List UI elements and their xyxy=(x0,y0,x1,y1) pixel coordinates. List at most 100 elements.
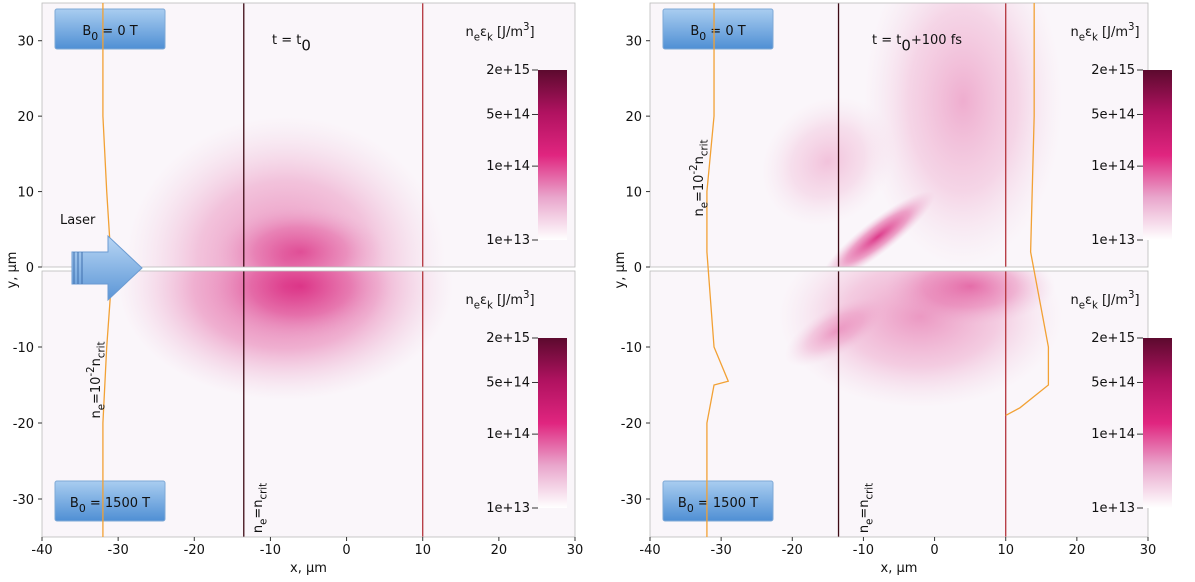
text-part: 0 xyxy=(91,30,98,43)
text-part: = 1500 T xyxy=(86,496,150,511)
text-part: k xyxy=(487,33,493,44)
text-part: t = t xyxy=(872,33,901,48)
colorbar-tick-label: 2e+15 xyxy=(1091,63,1135,78)
text-part: n xyxy=(692,208,707,216)
x-axis-label: x, µm xyxy=(881,561,918,576)
x-tick-label: -30 xyxy=(108,543,129,558)
text-part: ] xyxy=(529,25,534,40)
text-part: e xyxy=(474,33,480,44)
text-part: e xyxy=(1079,301,1085,312)
plot-frame xyxy=(41,270,576,538)
field-box xyxy=(662,480,774,522)
field-box xyxy=(54,8,166,50)
field-blob xyxy=(209,271,393,340)
y-tick-label: -30 xyxy=(621,493,642,508)
text-part: crit xyxy=(97,341,108,358)
plot-frame xyxy=(41,2,576,268)
colorbar xyxy=(538,70,567,240)
text-part: 3 xyxy=(1128,290,1134,301)
x-tick-label: 20 xyxy=(1069,543,1086,558)
colorbar-tick-label: 5e+14 xyxy=(1091,107,1135,122)
x-tick-label: -20 xyxy=(782,543,803,558)
text-part: e xyxy=(474,301,480,312)
text-part: e xyxy=(259,519,270,525)
colorbar-label: neεk [J/m3] xyxy=(1070,22,1139,44)
field-map xyxy=(778,271,1063,537)
text-part: [J/m xyxy=(493,293,523,308)
text-part: k xyxy=(1092,33,1098,44)
time-label: t = t0 xyxy=(272,33,311,55)
text-part: ] xyxy=(1134,25,1139,40)
y-axis-label: y, µm xyxy=(5,252,20,289)
colorbar-tick-label: 5e+14 xyxy=(486,375,530,390)
text-part: =10 xyxy=(692,175,707,202)
field-map xyxy=(125,3,446,267)
text-part: B xyxy=(70,496,79,511)
x-tick-label: 20 xyxy=(491,543,508,558)
text-part: t = t xyxy=(272,33,301,48)
text-part: 0 xyxy=(301,37,311,55)
x-tick-label: 0 xyxy=(930,543,938,558)
x-tick-label: -10 xyxy=(853,543,874,558)
y-tick-label: -30 xyxy=(13,493,34,508)
x-axis-label: x, µm xyxy=(290,561,327,576)
text-part: = 1500 T xyxy=(694,496,758,511)
text-part: ε xyxy=(480,25,487,40)
field-blob xyxy=(884,271,1056,325)
y-tick-label: -20 xyxy=(13,417,34,432)
text-part: ε xyxy=(480,293,487,308)
text-part: n xyxy=(692,156,707,164)
laser-label: Laser xyxy=(60,213,96,228)
text-part: B xyxy=(690,24,699,39)
colorbar-tick-label: 2e+15 xyxy=(486,63,530,78)
x-tick-label: -40 xyxy=(31,543,52,558)
text-part: =10 xyxy=(89,377,104,404)
contour-annotation: ne=10-2ncrit xyxy=(86,341,108,418)
y-tick-label: 0 xyxy=(26,261,34,276)
y-tick-label: -20 xyxy=(621,417,642,432)
field-blob xyxy=(863,3,1063,267)
text-part: -2 xyxy=(689,164,700,174)
y-tick-label: -10 xyxy=(13,341,34,356)
colorbar-tick-label: 1e+14 xyxy=(486,427,530,442)
y-tick-label: 10 xyxy=(625,186,642,201)
y-tick-label: -10 xyxy=(621,341,642,356)
colorbar-label: neεk [J/m3] xyxy=(465,22,534,44)
colorbar xyxy=(538,338,567,508)
colorbar-tick-label: 1e+14 xyxy=(1091,427,1135,442)
x-tick-label: 30 xyxy=(567,543,584,558)
field-map xyxy=(118,271,454,537)
colorbar-tick-label: 1e+13 xyxy=(1091,501,1135,516)
text-part: [J/m xyxy=(1098,293,1128,308)
y-tick-label: 30 xyxy=(17,35,34,50)
time-label: t = t0+100 fs xyxy=(872,33,962,55)
field-box xyxy=(662,8,774,50)
text-part: n xyxy=(1070,25,1078,40)
y-tick-label: 10 xyxy=(17,186,34,201)
text-part: -2 xyxy=(86,366,97,376)
text-part: +100 fs xyxy=(911,33,962,48)
text-part: B xyxy=(678,496,687,511)
text-part: [J/m xyxy=(1098,25,1128,40)
text-part: ] xyxy=(529,293,534,308)
text-part: ε xyxy=(1085,293,1092,308)
density-edge xyxy=(1005,3,1050,416)
x-tick-label: 10 xyxy=(997,543,1014,558)
colorbar-tick-label: 2e+15 xyxy=(486,331,530,346)
field-label: B0 = 1500 T xyxy=(678,496,758,515)
text-part: ε xyxy=(1085,25,1092,40)
y-tick-label: 0 xyxy=(634,261,642,276)
text-part: crit xyxy=(865,483,876,500)
text-part: ] xyxy=(1134,293,1139,308)
text-part: n xyxy=(465,293,473,308)
text-part: =n xyxy=(251,499,266,518)
text-part: e xyxy=(1079,33,1085,44)
colorbar xyxy=(1143,70,1172,240)
x-tick-label: 10 xyxy=(414,543,431,558)
colorbar-tick-label: 1e+13 xyxy=(1091,233,1135,248)
field-blob xyxy=(784,297,886,367)
contour-annotation: ne=ncrit xyxy=(251,483,270,533)
text-part: n xyxy=(251,525,266,533)
x-tick-label: -20 xyxy=(184,543,205,558)
